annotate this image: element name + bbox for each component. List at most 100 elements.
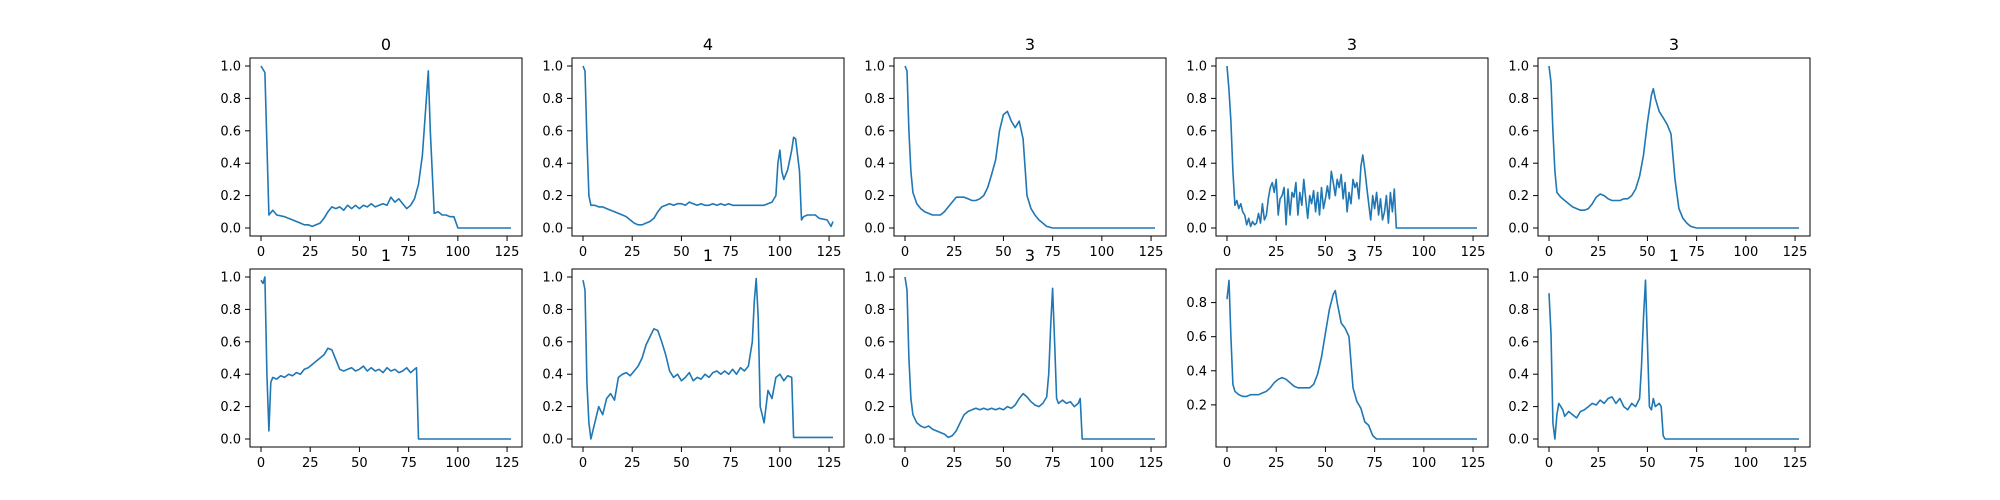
x-tick-label: 125 xyxy=(1783,456,1808,471)
series-line xyxy=(582,277,833,440)
x-tick-label: 0 xyxy=(901,245,909,260)
y-tick-label: 0.4 xyxy=(1186,364,1207,379)
y-tick-label: 0.0 xyxy=(864,222,885,237)
y-tick-label: 0.0 xyxy=(220,222,241,237)
y-tick-label: 0.6 xyxy=(220,124,241,139)
series-line xyxy=(904,65,1155,229)
subplot-title: 3 xyxy=(1347,246,1357,265)
x-tick-label: 125 xyxy=(1461,456,1486,471)
y-tick-label: 0.8 xyxy=(220,303,241,318)
y-tick-label: 0.8 xyxy=(864,92,885,107)
subplot-title: 3 xyxy=(1347,35,1357,54)
x-tick-label: 25 xyxy=(946,456,963,471)
y-tick-label: 0.4 xyxy=(864,368,885,383)
plot-frame xyxy=(893,268,1167,448)
y-tick-label: 0.4 xyxy=(1508,368,1529,383)
subplot-title: 1 xyxy=(381,246,391,265)
plot-frame xyxy=(893,57,1167,237)
subplot-4: 3 0 25 50 75 100 125 0.0 0.2 0.4 0.6 0.8 1.0 xyxy=(1186,35,1489,260)
x-tick-label: 100 xyxy=(767,456,792,471)
y-tick-label: 0.4 xyxy=(542,368,563,383)
x-tick-label: 0 xyxy=(257,245,265,260)
y-tick-label: 0.2 xyxy=(1508,189,1529,204)
x-tick-label: 0 xyxy=(257,456,265,471)
x-tick-label: 125 xyxy=(817,245,842,260)
series-line xyxy=(582,65,834,228)
x-tick-label: 50 xyxy=(995,245,1012,260)
y-tick-label: 0.2 xyxy=(1186,189,1207,204)
y-tick-label: 0.0 xyxy=(1508,222,1529,237)
x-tick-label: 50 xyxy=(1639,245,1656,260)
y-tick-label: 1.0 xyxy=(1508,271,1529,286)
x-tick-label: 100 xyxy=(1411,456,1436,471)
x-tick-label: 75 xyxy=(400,456,417,471)
y-tick-label: 0.8 xyxy=(1508,303,1529,318)
plot-frame xyxy=(1215,57,1489,237)
series-line xyxy=(260,65,511,229)
subplot-7: 1 0 25 50 75 100 125 0.0 0.2 0.4 0.6 0.8 1.0 xyxy=(542,246,845,471)
series-line xyxy=(1548,65,1799,229)
y-tick-label: 0.0 xyxy=(220,433,241,448)
y-tick-label: 0.0 xyxy=(864,433,885,448)
x-tick-label: 100 xyxy=(445,245,470,260)
x-tick-label: 0 xyxy=(1545,245,1553,260)
x-tick-label: 125 xyxy=(495,245,520,260)
series-line xyxy=(904,276,1155,440)
x-tick-label: 0 xyxy=(1223,456,1231,471)
y-tick-label: 0.2 xyxy=(220,189,241,204)
x-tick-label: 25 xyxy=(946,245,963,260)
subplot-title: 3 xyxy=(1025,35,1035,54)
plot-frame xyxy=(571,268,845,448)
y-tick-label: 1.0 xyxy=(220,60,241,75)
subplot-1: 0 0 25 50 75 100 125 0.0 0.2 0.4 0.6 0.8 1.0 xyxy=(220,35,523,260)
subplot-6: 1 0 25 50 75 100 125 0.0 0.2 0.4 0.6 0.8 1.0 xyxy=(220,246,523,471)
y-tick-label: 0.4 xyxy=(542,157,563,172)
y-tick-label: 0.6 xyxy=(1186,330,1207,345)
y-tick-label: 0.2 xyxy=(542,400,563,415)
y-tick-label: 0.4 xyxy=(220,368,241,383)
x-tick-label: 25 xyxy=(302,245,319,260)
y-tick-label: 0.6 xyxy=(542,124,563,139)
y-tick-label: 1.0 xyxy=(542,271,563,286)
y-tick-label: 0.8 xyxy=(220,92,241,107)
x-tick-label: 25 xyxy=(1268,245,1285,260)
y-tick-label: 0.2 xyxy=(864,400,885,415)
x-tick-label: 50 xyxy=(995,456,1012,471)
plot-frame xyxy=(571,57,845,237)
x-tick-label: 0 xyxy=(901,456,909,471)
x-tick-label: 25 xyxy=(1590,456,1607,471)
y-tick-label: 0.8 xyxy=(864,303,885,318)
y-tick-label: 0.4 xyxy=(220,157,241,172)
x-tick-label: 0 xyxy=(1223,245,1231,260)
series-line xyxy=(1226,279,1477,440)
subplot-title: 1 xyxy=(1669,246,1679,265)
x-tick-label: 100 xyxy=(1733,456,1758,471)
subplot-8: 3 0 25 50 75 100 125 0.0 0.2 0.4 0.6 0.8 1.0 xyxy=(864,246,1167,471)
y-tick-label: 0.0 xyxy=(542,433,563,448)
x-tick-label: 25 xyxy=(624,245,641,260)
x-tick-label: 50 xyxy=(1317,456,1334,471)
x-tick-label: 50 xyxy=(1639,456,1656,471)
plot-frame xyxy=(249,268,523,448)
series-line xyxy=(1548,279,1799,440)
x-tick-label: 125 xyxy=(1139,245,1164,260)
x-tick-label: 75 xyxy=(722,456,739,471)
x-tick-label: 75 xyxy=(1688,456,1705,471)
x-tick-label: 125 xyxy=(1461,245,1486,260)
y-tick-label: 1.0 xyxy=(542,60,563,75)
y-tick-label: 0.8 xyxy=(542,303,563,318)
plot-frame xyxy=(249,57,523,237)
x-tick-label: 100 xyxy=(1733,245,1758,260)
x-tick-label: 125 xyxy=(1783,245,1808,260)
x-tick-label: 50 xyxy=(673,245,690,260)
x-tick-label: 75 xyxy=(1688,245,1705,260)
subplot-title: 3 xyxy=(1669,35,1679,54)
x-tick-label: 75 xyxy=(722,245,739,260)
subplot-5: 3 0 25 50 75 100 125 0.0 0.2 0.4 0.6 0.8 1.0 xyxy=(1508,35,1811,260)
x-tick-label: 0 xyxy=(579,245,587,260)
subplot-title: 3 xyxy=(1025,246,1035,265)
series-line xyxy=(1226,65,1477,229)
y-tick-label: 1.0 xyxy=(1508,60,1529,75)
y-tick-label: 0.0 xyxy=(542,222,563,237)
